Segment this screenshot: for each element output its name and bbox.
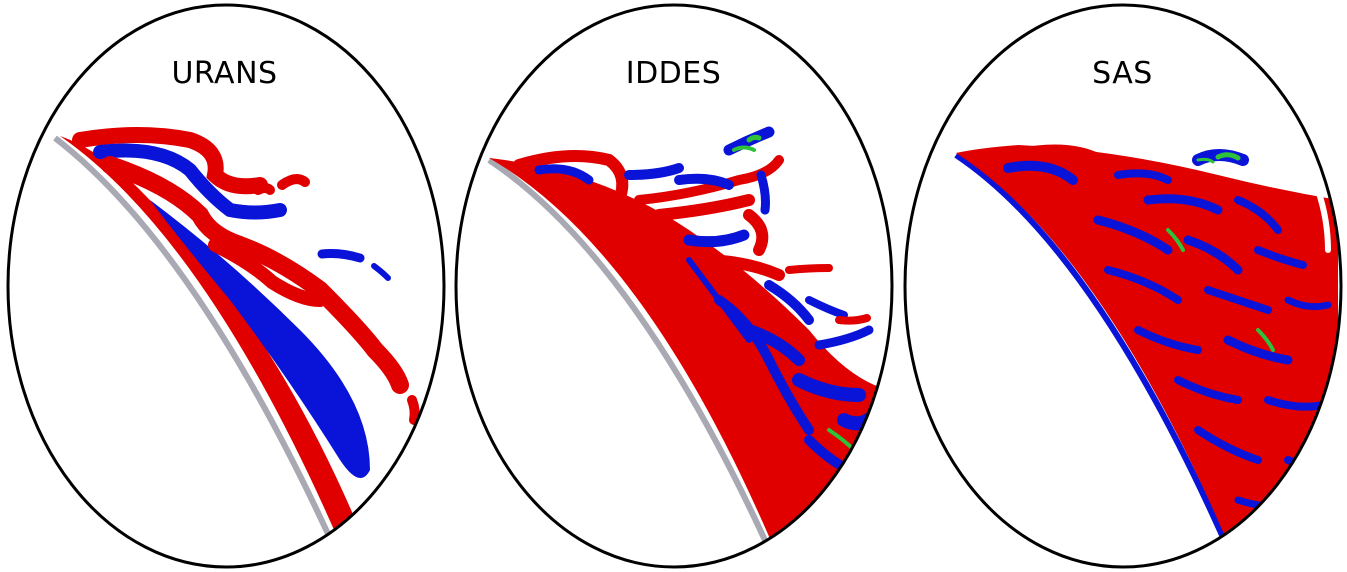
turbulent-structures	[1003, 144, 1332, 511]
vortex-red-tube	[208, 238, 327, 307]
vortex-red-sheet	[489, 158, 889, 560]
sas-view	[903, 3, 1343, 569]
turbulent-structures	[513, 126, 886, 475]
iddes-view	[454, 3, 894, 569]
panel-urans: URANS	[0, 0, 449, 572]
view-outline	[903, 3, 1343, 569]
vortex-red-tube	[72, 127, 268, 195]
panel-title: URANS	[171, 56, 278, 91]
wing-surface	[487, 157, 777, 562]
vortex-red-blob	[277, 174, 310, 190]
panel-title: IDDES	[625, 56, 722, 91]
view-outline	[454, 3, 894, 569]
vortex-blue-blob	[371, 263, 391, 281]
wing-surface	[53, 135, 343, 562]
vortex-blue-blob	[317, 249, 365, 263]
vortex-blue-region	[150, 200, 370, 478]
vortex-blue-tube	[93, 143, 287, 220]
panel-iddes: IDDES	[449, 0, 898, 572]
panel-title: SAS	[1092, 56, 1153, 91]
urans-view	[6, 3, 446, 569]
vortex-red-blob	[407, 395, 420, 425]
panel-sas: SAS	[898, 0, 1347, 572]
view-outline	[6, 3, 446, 569]
wing-surface	[954, 152, 1236, 562]
vortex-red-tube	[101, 156, 409, 394]
vortex-red-sheet	[60, 136, 370, 555]
vortex-red-blob	[253, 183, 275, 195]
